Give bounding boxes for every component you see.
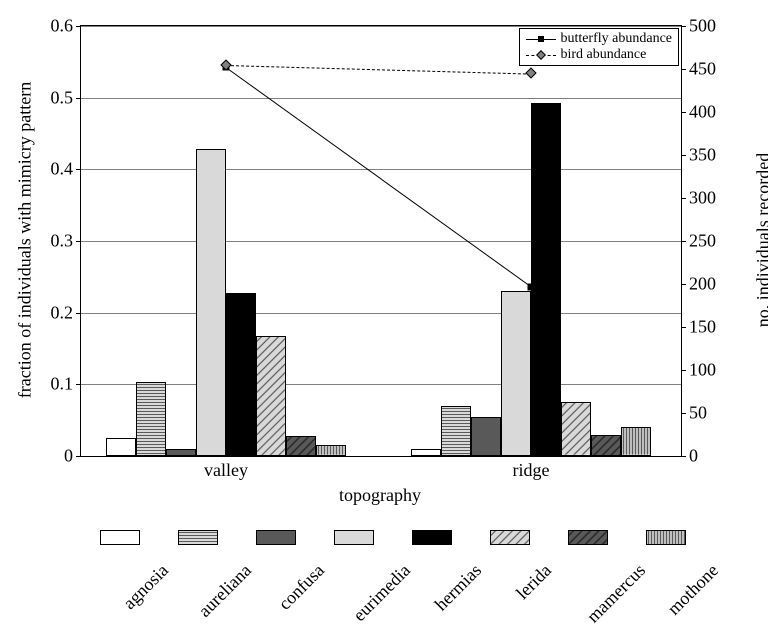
legend-item: butterfly abundance xyxy=(526,31,672,47)
bar-lerida xyxy=(256,336,286,456)
tick-label-right: 400 xyxy=(689,102,716,123)
gridline xyxy=(81,169,681,170)
bar-mamercus xyxy=(591,435,621,457)
gridline xyxy=(81,241,681,242)
swatch-aureliana: aureliana xyxy=(168,530,228,581)
tick-label-left: 0.2 xyxy=(51,302,74,323)
gridline xyxy=(81,313,681,314)
swatch-box-icon xyxy=(568,530,608,545)
bar-lerida xyxy=(561,402,591,456)
plot-area: 00.10.20.30.40.50.6050100150200250300350… xyxy=(80,25,682,457)
tick-label-right: 250 xyxy=(689,231,716,252)
x-axis-label: topography xyxy=(339,485,421,506)
tick-label-left: 0.6 xyxy=(51,16,74,37)
tick-right xyxy=(681,112,686,113)
tick-right xyxy=(681,26,686,27)
tick-label-right: 100 xyxy=(689,360,716,381)
gridline xyxy=(81,26,681,27)
bar-eurimedia xyxy=(196,149,226,456)
tick-label-right: 450 xyxy=(689,59,716,80)
tick-label-right: 150 xyxy=(689,317,716,338)
line-butterfly-abundance xyxy=(226,67,532,287)
tick-right xyxy=(681,284,686,285)
tick-label-right: 0 xyxy=(689,446,698,467)
tick-left xyxy=(76,313,81,314)
swatch-eurimedia: eurimedia xyxy=(324,530,384,581)
tick-label-right: 350 xyxy=(689,145,716,166)
swatch-box-icon xyxy=(178,530,218,545)
bar-agnosia xyxy=(106,438,136,456)
legend-swatches: agnosiaaurelianaconfusaeurimediahermiasl… xyxy=(90,530,696,581)
swatch-label: hermias xyxy=(430,560,485,615)
swatch-label: aureliana xyxy=(194,560,255,621)
chart-container: fraction of individuals with mimicry pat… xyxy=(10,10,758,630)
tick-right xyxy=(681,198,686,199)
tick-right xyxy=(681,413,686,414)
swatch-label: mothone xyxy=(663,560,722,619)
swatch-box-icon xyxy=(412,530,452,545)
bar-aureliana xyxy=(136,382,166,456)
tick-label-right: 50 xyxy=(689,403,707,424)
legend-marker-icon xyxy=(526,32,556,46)
tick-right xyxy=(681,155,686,156)
gridline xyxy=(81,384,681,385)
swatch-box-icon xyxy=(334,530,374,545)
x-group-label: valley xyxy=(204,460,248,481)
swatch-box-icon xyxy=(256,530,296,545)
swatch-box-icon xyxy=(490,530,530,545)
bar-agnosia xyxy=(411,449,441,456)
swatch-box-icon xyxy=(646,530,686,545)
swatch-label: agnosia xyxy=(119,560,173,614)
tick-label-right: 300 xyxy=(689,188,716,209)
bar-confusa xyxy=(166,449,196,456)
bar-hermias xyxy=(531,103,561,456)
legend-item: bird abundance xyxy=(526,47,672,63)
tick-left xyxy=(76,384,81,385)
tick-right xyxy=(681,370,686,371)
tick-label-right: 500 xyxy=(689,16,716,37)
y-axis-left-label: fraction of individuals with mimicry pat… xyxy=(15,82,36,398)
swatch-box-icon xyxy=(100,530,140,545)
tick-label-right: 200 xyxy=(689,274,716,295)
legend-marker-icon xyxy=(526,48,556,62)
bar-mothone xyxy=(621,427,651,456)
x-group-label: ridge xyxy=(513,460,550,481)
bar-eurimedia xyxy=(501,291,531,456)
bar-aureliana xyxy=(441,406,471,456)
tick-right xyxy=(681,241,686,242)
bar-mothone xyxy=(316,445,346,456)
tick-label-left: 0 xyxy=(64,446,73,467)
line-legend: butterfly abundancebird abundance xyxy=(519,28,679,66)
legend-label: bird abundance xyxy=(560,47,646,63)
bar-confusa xyxy=(471,417,501,456)
tick-right xyxy=(681,456,686,457)
swatch-agnosia: agnosia xyxy=(90,530,150,581)
line-bird-abundance xyxy=(226,65,531,75)
tick-left xyxy=(76,98,81,99)
y-axis-right-label: no. individuals recorded xyxy=(753,153,768,327)
swatch-label: lerida xyxy=(512,560,556,604)
tick-right xyxy=(681,327,686,328)
bar-hermias xyxy=(226,293,256,456)
tick-label-left: 0.5 xyxy=(51,87,74,108)
tick-label-left: 0.3 xyxy=(51,231,74,252)
tick-left xyxy=(76,169,81,170)
swatch-label: mamercus xyxy=(583,560,650,627)
swatch-lerida: lerida xyxy=(480,530,540,581)
tick-label-left: 0.1 xyxy=(51,374,74,395)
tick-left xyxy=(76,26,81,27)
swatch-mamercus: mamercus xyxy=(558,530,618,581)
marker-bird-abundance xyxy=(525,68,536,79)
gridline xyxy=(81,98,681,99)
tick-left xyxy=(76,456,81,457)
swatch-label: confusa xyxy=(274,560,328,614)
marker-butterfly-abundance xyxy=(528,283,535,290)
bar-mamercus xyxy=(286,436,316,456)
legend-label: butterfly abundance xyxy=(560,31,672,47)
tick-left xyxy=(76,241,81,242)
tick-right xyxy=(681,69,686,70)
swatch-label: eurimedia xyxy=(349,560,415,626)
tick-label-left: 0.4 xyxy=(51,159,74,180)
